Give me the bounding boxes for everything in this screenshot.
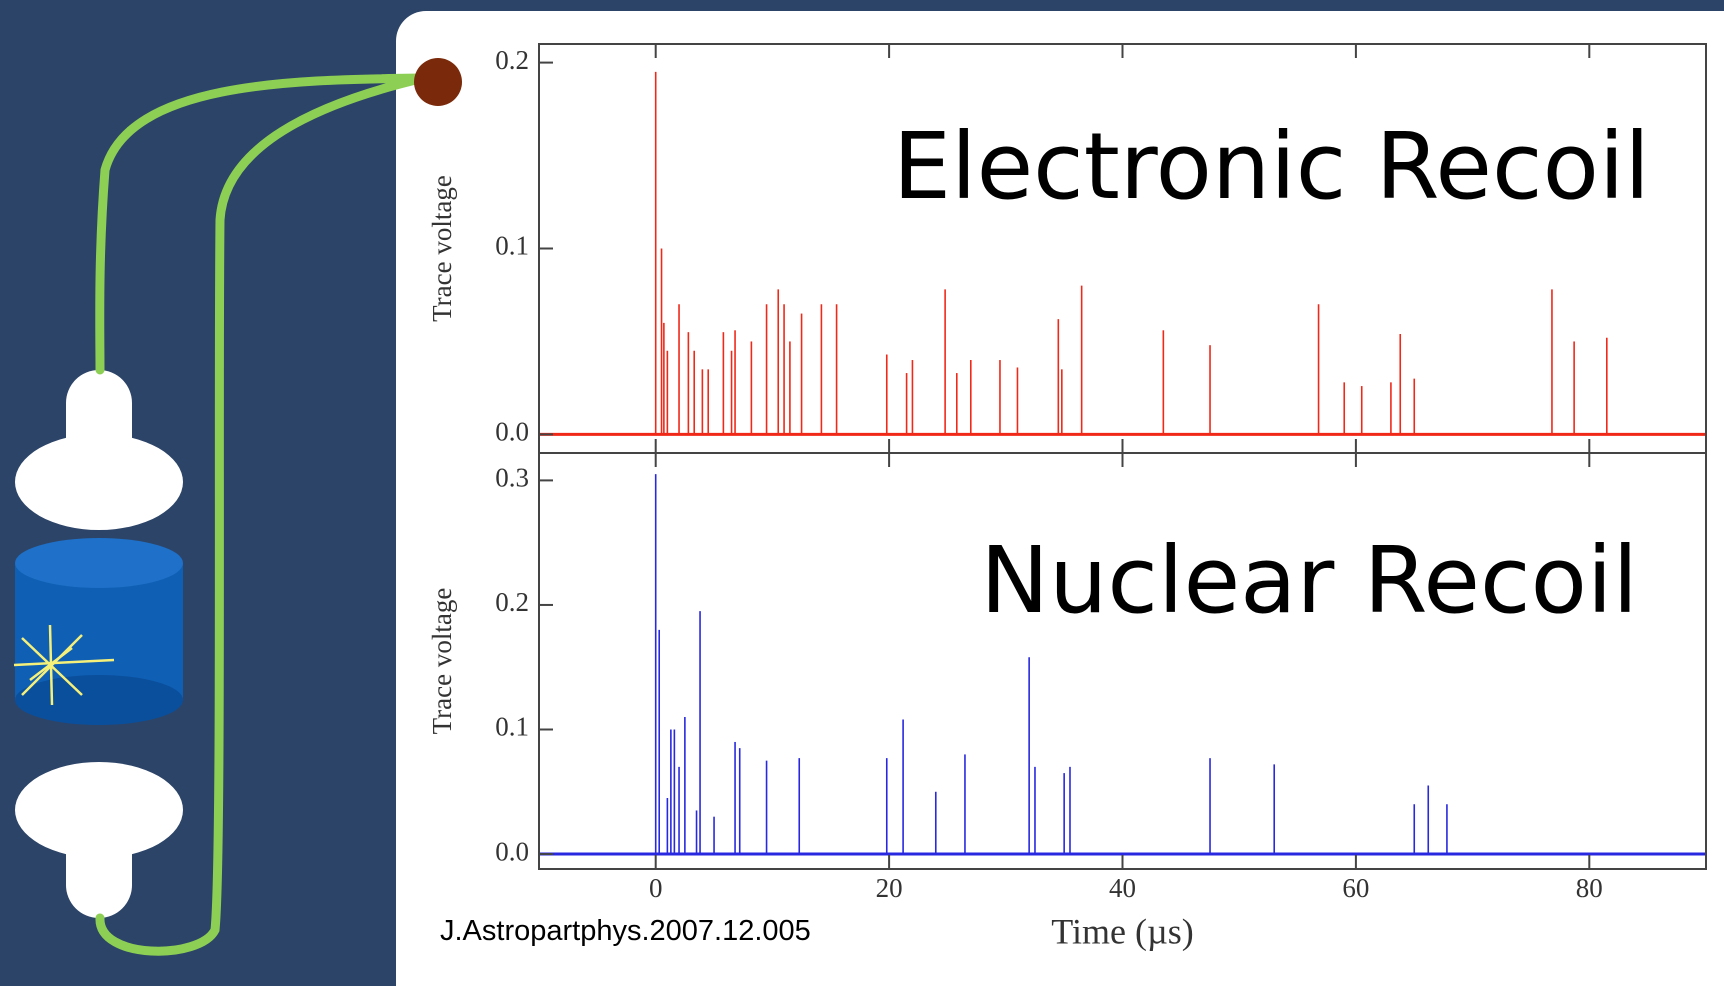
pmt-stem bbox=[66, 820, 132, 918]
x-axis-label: Time (µs) bbox=[1051, 911, 1193, 951]
figure-panel bbox=[396, 11, 1724, 986]
cylinder-bottom bbox=[15, 675, 183, 725]
x-tick-label: 20 bbox=[876, 873, 903, 903]
annotation: Nuclear Recoil bbox=[980, 527, 1638, 634]
pmt bbox=[15, 434, 183, 530]
pmt bbox=[15, 762, 183, 858]
y-tick-label: 0.0 bbox=[495, 417, 529, 447]
connector bbox=[414, 58, 462, 106]
y-tick-label: 0.0 bbox=[495, 836, 529, 866]
detector bbox=[13, 58, 462, 956]
wire bbox=[95, 73, 429, 956]
y-axis-label: Trace voltage bbox=[427, 588, 457, 735]
y-axis-label: Trace voltage bbox=[427, 175, 457, 322]
y-tick-label: 0.3 bbox=[495, 463, 529, 493]
x-tick-label: 60 bbox=[1342, 873, 1369, 903]
x-tick-label: 40 bbox=[1109, 873, 1136, 903]
star bbox=[13, 624, 115, 706]
citation: J.Astropartphys.2007.12.005 bbox=[440, 915, 811, 947]
y-tick-label: 0.1 bbox=[495, 231, 529, 261]
annotation: Electronic Recoil bbox=[893, 113, 1650, 220]
y-tick-label: 0.2 bbox=[495, 45, 529, 75]
x-tick-label: 0 bbox=[649, 873, 663, 903]
x-tick-label: 80 bbox=[1576, 873, 1603, 903]
y-tick-label: 0.1 bbox=[495, 712, 529, 742]
y-tick-label: 0.2 bbox=[495, 587, 529, 617]
cylinder-top bbox=[15, 538, 183, 588]
